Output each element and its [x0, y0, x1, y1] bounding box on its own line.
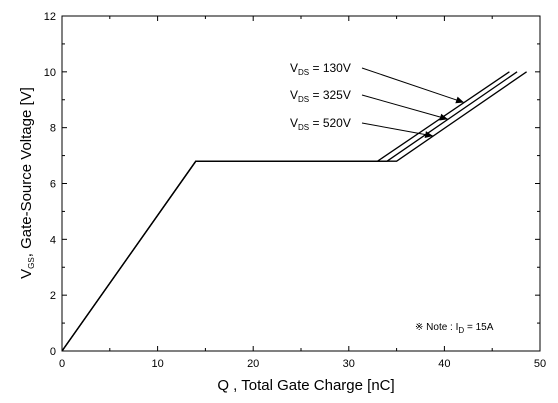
- series-label-main: V: [290, 88, 298, 102]
- series-label-rest: = 130V: [309, 61, 351, 75]
- annotation-arrow-head: [424, 131, 434, 139]
- y-tick-label: 10: [44, 67, 56, 79]
- x-tick-label: 50: [534, 358, 546, 370]
- note-annotation: ※ Note : ID = 15A: [415, 322, 494, 335]
- y-tick-label: 2: [50, 290, 56, 302]
- x-tick-label: 10: [151, 358, 163, 370]
- series-label-main: V: [290, 116, 298, 130]
- series-label-1: VDS = 325V: [290, 88, 351, 104]
- plot-area-border: [61, 15, 541, 352]
- series-label-0: VDS = 130V: [290, 61, 351, 77]
- annotation-arrow-line: [361, 94, 449, 120]
- y-tick-label: 8: [50, 123, 56, 135]
- series-line-2: [61, 71, 527, 352]
- series-label-sub: DS: [298, 68, 309, 77]
- y-tick-label: 4: [50, 234, 56, 246]
- y-tick-label: 0: [50, 346, 56, 358]
- series-label-2: VDS = 520V: [290, 116, 351, 132]
- note-prefix: ※ Note : I: [415, 322, 458, 333]
- series-label-main: V: [290, 61, 298, 75]
- x-tick-label: 0: [59, 358, 65, 370]
- series-label-rest: = 325V: [309, 88, 351, 102]
- series-lines: [61, 71, 527, 352]
- note-rest: = 15A: [464, 322, 494, 333]
- series-label-sub: DS: [298, 95, 309, 104]
- y-axis-title-main: V: [18, 269, 35, 279]
- x-axis-title: Q , Total Gate Charge [nC]: [217, 377, 394, 394]
- y-axis-title-sub: GS: [27, 257, 36, 269]
- annotation-arrow-line: [361, 67, 465, 104]
- x-tick-label: 20: [247, 358, 259, 370]
- x-tick-label: 30: [343, 358, 355, 370]
- series-label-rest: = 520V: [309, 116, 351, 130]
- y-tick-label: 12: [44, 11, 56, 23]
- annotation-arrow-head: [439, 113, 448, 121]
- annotation-arrow-line: [361, 122, 434, 137]
- y-axis-title: VGS, Gate-Source Voltage [V]: [18, 87, 36, 279]
- note-sub: D: [458, 326, 464, 335]
- annotation-arrow-head: [455, 96, 465, 104]
- series-line-1: [61, 71, 518, 352]
- y-tick-label: 6: [50, 179, 56, 191]
- y-axis-ticks: 0 2 4 6 8 10 12: [44, 11, 540, 358]
- y-axis-title-rest: , Gate-Source Voltage [V]: [18, 87, 35, 257]
- x-tick-label: 40: [438, 358, 450, 370]
- series-label-sub: DS: [298, 123, 309, 132]
- x-axis-ticks: 0 10 20 30 40 50: [59, 16, 546, 370]
- series-line-0: [61, 71, 510, 352]
- plot-frame: [61, 15, 541, 352]
